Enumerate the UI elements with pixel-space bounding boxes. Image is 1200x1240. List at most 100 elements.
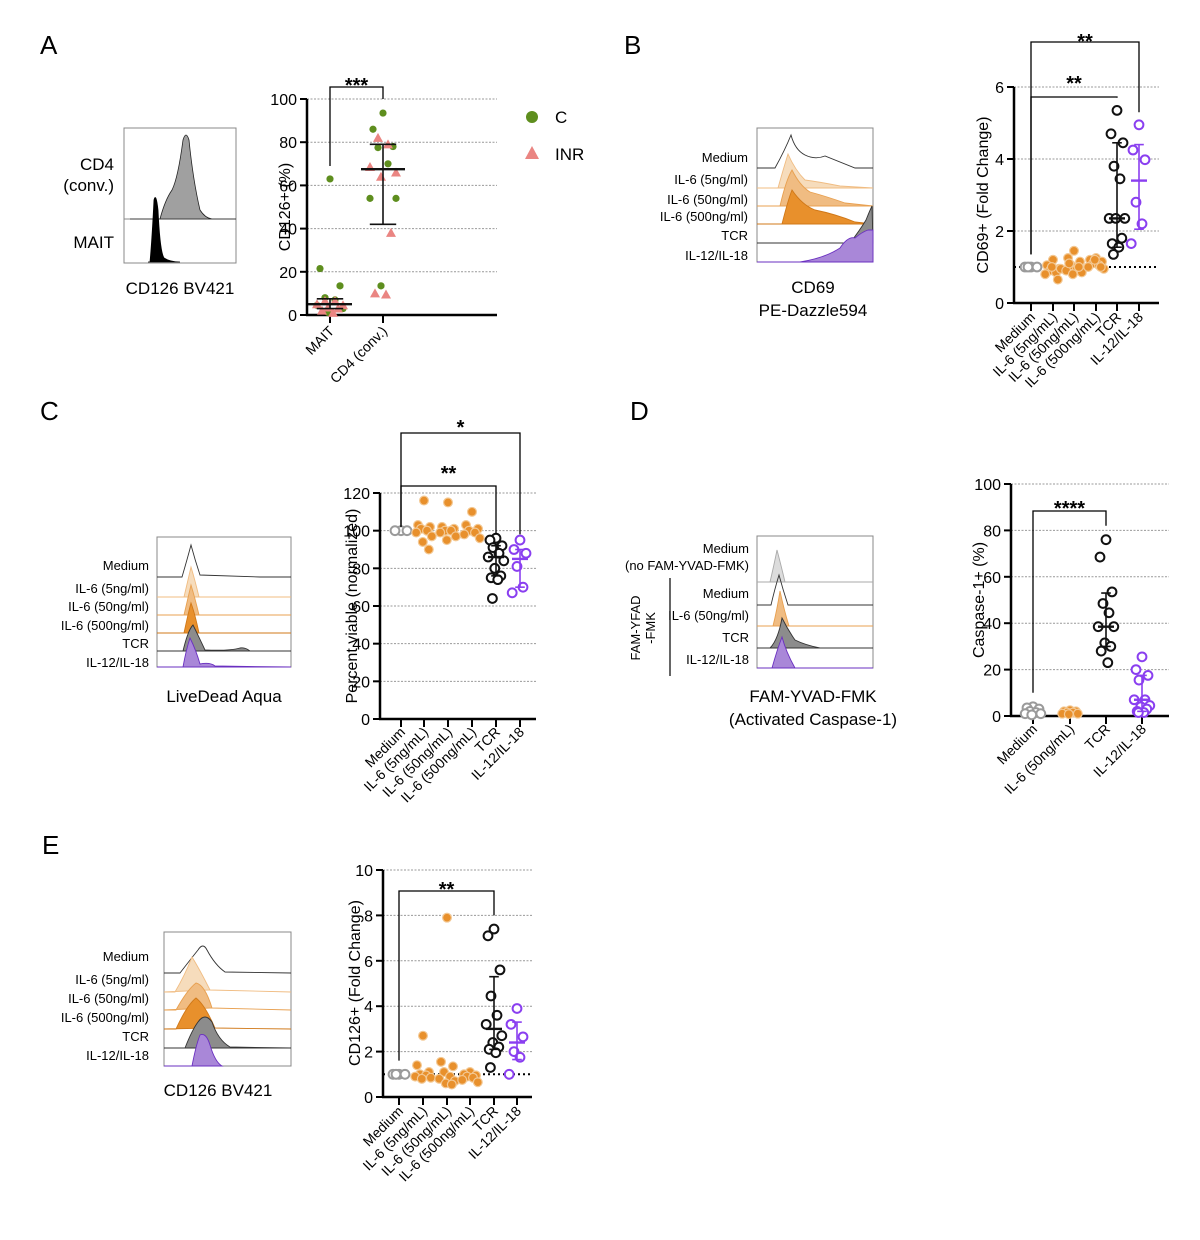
histogram-a: CD4 (conv.) MAIT CD126 BV421	[63, 127, 237, 298]
chart-d-y-tick-label: 40	[983, 616, 1001, 633]
chart-a-point-c	[326, 175, 334, 183]
chart-b-y-tick-label: 4	[995, 152, 1004, 169]
chart-e-point	[517, 1031, 529, 1043]
histogram-a-row-label-mait: MAIT	[73, 233, 114, 252]
chart-e-point	[482, 930, 494, 942]
histogram-c-row-label: Medium	[103, 558, 149, 573]
chart-a-point-c	[374, 144, 382, 152]
chart-b-point	[1067, 269, 1078, 280]
chart-c-point	[417, 536, 428, 547]
chart-a-y-tick-label: 60	[279, 178, 297, 195]
histogram-b-trace-il6-5	[757, 152, 874, 189]
histogram-d-trace-il12	[757, 635, 873, 669]
chart-e-point	[494, 964, 506, 976]
chart-a-y-tick-label: 80	[279, 135, 297, 152]
panel-letter-b: B	[624, 30, 642, 60]
chart-b-point	[1116, 232, 1128, 244]
histogram-b-xlabel-line1: CD69	[791, 278, 834, 297]
chart-c-point	[443, 497, 454, 508]
histogram-d-group-label-line1: FAM-YFAD	[628, 595, 643, 660]
chart-c-point	[426, 531, 437, 542]
chart-d-y-axis-label: Caspase-1+ (%)	[971, 542, 988, 658]
chart-a-point-inr	[381, 289, 391, 299]
chart-e-point	[390, 1068, 402, 1080]
histogram-d-xlabel-line1: FAM-YVAD-FMK	[749, 687, 877, 706]
chart-b-significance-bracket	[1030, 41, 1140, 255]
chart-d-point	[1063, 709, 1074, 720]
histogram-b-row-label: IL-6 (50ng/ml)	[667, 192, 748, 207]
chart-e-point	[488, 923, 500, 935]
chart-e-point	[399, 1068, 411, 1080]
chart-e-point	[425, 1072, 436, 1083]
chart-a-point-inr	[320, 295, 330, 305]
chart-c-y-tick-label: 40	[352, 637, 370, 654]
chart-e-point	[505, 1018, 517, 1030]
chart-a-significance-bracket	[329, 86, 384, 166]
histogram-e: Medium IL-6 (5ng/ml) IL-6 (50ng/ml) IL-6…	[61, 931, 292, 1100]
histogram-a-frame	[123, 127, 237, 264]
chart-c-point	[419, 495, 430, 506]
chart-a-y-tick-label: 0	[288, 308, 297, 325]
chart-c-point	[506, 587, 518, 599]
histogram-b-xlabel-line2: PE-Dazzle594	[759, 301, 868, 320]
chart-a-point-inr	[370, 288, 380, 298]
chart-c-point	[514, 534, 526, 546]
chart-b-point	[1095, 262, 1106, 273]
histogram-d-row-label: IL-12/IL-18	[686, 652, 749, 667]
histogram-c-trace-il6-500	[157, 601, 291, 634]
histogram-e-trace-il6-5	[163, 955, 292, 993]
chart-e-point	[485, 1062, 496, 1073]
chart-c-significance-bracket	[400, 432, 521, 535]
histogram-e-trace-il6-500	[163, 997, 292, 1030]
chart-c-point	[467, 506, 478, 517]
legend-a-marker-inr	[525, 146, 539, 159]
chart-d-y-tick-label: 0	[992, 709, 1001, 726]
chart-a-y-tick-label: 40	[279, 222, 297, 239]
histogram-b-row-label: IL-6 (5ng/ml)	[674, 172, 748, 187]
chart-b-point	[1111, 105, 1123, 116]
chart-a-point-inr	[328, 307, 338, 317]
chart-b-point	[1052, 274, 1063, 285]
chart-c-point	[441, 535, 452, 546]
chart-e-point	[491, 1009, 503, 1021]
histogram-d-row-label: (no FAM-YVAD-FMK)	[625, 558, 749, 573]
chart-e-point	[448, 1061, 459, 1072]
chart-b-point	[1108, 249, 1119, 260]
histogram-c-row-label: IL-6 (500ng/ml)	[61, 618, 149, 633]
chart-c-point	[511, 561, 523, 572]
chart-e-point	[472, 1077, 483, 1088]
chart-d-point	[1095, 645, 1107, 657]
histogram-c-row-label: IL-6 (50ng/ml)	[68, 599, 149, 614]
chart-d-y-tick-label: 20	[983, 663, 1001, 680]
chart-a-x-tick-label: MAIT	[302, 322, 337, 357]
chart-c-point	[450, 531, 461, 542]
histogram-e-trace-tcr	[164, 1016, 292, 1049]
histogram-b: Medium IL-6 (5ng/ml) IL-6 (50ng/ml) IL-6…	[660, 127, 874, 320]
chart-c-point	[401, 525, 413, 537]
histogram-d-trace-il6	[757, 590, 873, 627]
chart-e-point	[416, 1073, 427, 1084]
chart-e-y-tick-label: 6	[364, 954, 373, 971]
chart-b-point	[1064, 258, 1075, 269]
chart-a-point-c	[366, 194, 374, 202]
panel-letter-e: E	[42, 830, 60, 860]
histogram-b-row-label: IL-12/IL-18	[685, 248, 748, 263]
chart-c-point	[474, 533, 485, 544]
chart-b-point	[1031, 261, 1043, 273]
chart-e-point	[490, 1047, 502, 1059]
chart-b-point	[1046, 262, 1057, 273]
chart-c-y-tick-label: 60	[352, 599, 370, 616]
histogram-e-trace-medium	[164, 945, 292, 974]
chart-a-point-inr	[376, 171, 386, 181]
chart-a-y-axis-label: CD126+ (%)	[277, 163, 294, 251]
chart-c-y-tick-label: 0	[361, 712, 370, 729]
histogram-a-xlabel: CD126 BV421	[126, 279, 235, 298]
histogram-b-row-label: TCR	[721, 228, 748, 243]
chart-a-point-c	[392, 194, 400, 202]
chart-b-point	[1133, 119, 1145, 131]
legend-a: C INR	[525, 108, 584, 164]
histogram-e-row-label: IL-6 (5ng/ml)	[75, 972, 149, 987]
chart-b-point	[1083, 262, 1094, 273]
chart-d-significance-bracket	[1032, 510, 1107, 693]
